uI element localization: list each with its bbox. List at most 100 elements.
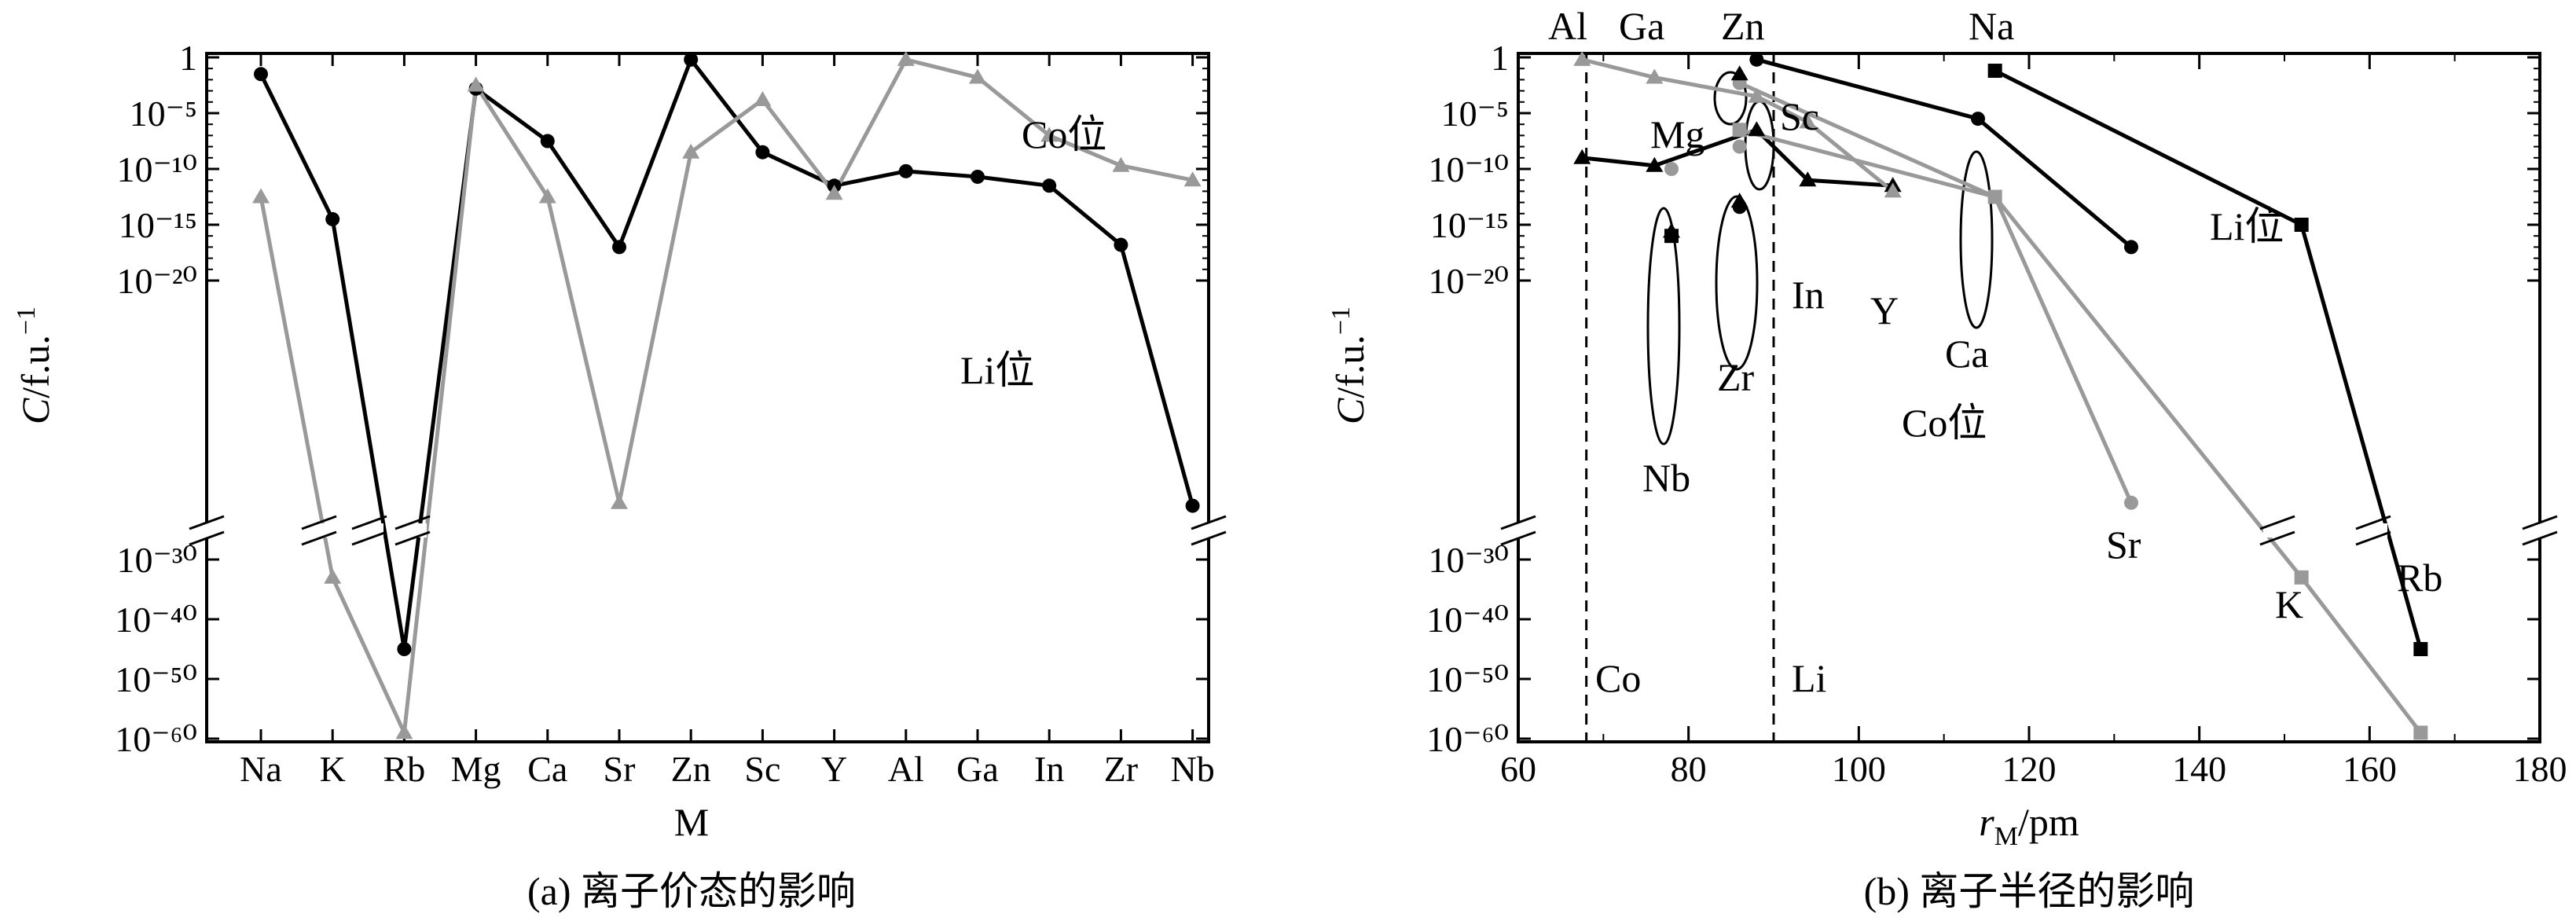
- panel-b-isolated-point-0: [1664, 162, 1679, 176]
- panel-b-point-1-2: [2124, 240, 2138, 255]
- panel-b-break-k-slash-2: [2259, 530, 2295, 546]
- panel-b-point-5-2: [2294, 570, 2309, 585]
- panel-a-point-0-In: [1042, 178, 1057, 193]
- panel-a-series-lines: [259, 57, 1195, 735]
- panel-b-isolated-point-6: [1730, 65, 1749, 81]
- panel-b-isolated-point-1: [1732, 139, 1747, 154]
- panel-a-point-0-Ga: [971, 169, 985, 184]
- panel-a-point-0-Ca: [540, 134, 555, 149]
- ellipse-zr: [1715, 195, 1759, 371]
- panel-b-break-left-slash-2: [1500, 530, 1536, 546]
- panel-b-point-5-1: [1987, 189, 2002, 204]
- panel-a-label-li-series: Li位: [960, 348, 1034, 392]
- panel-a-ytick-label: 10⁻⁵⁰: [115, 659, 197, 699]
- panel-a-point-1-Na: [252, 188, 270, 204]
- panel-b-xtick-label: 100: [1832, 749, 1886, 789]
- panel-a-point-0-Zn: [684, 52, 699, 67]
- panel-a-point-1-Nb: [1183, 171, 1202, 187]
- panel-a-break-rb-b-slash-2: [394, 530, 431, 546]
- panel-b-ytick-label: 10⁻³⁰: [1428, 540, 1509, 580]
- panel-b-isolated-point-5: [1730, 193, 1749, 208]
- point-label-zn: Zn: [1721, 4, 1765, 48]
- panel-b-ytick-label: 10⁻⁵: [1441, 94, 1509, 134]
- panel-b-ytick-label: 10⁻¹⁰: [1428, 149, 1509, 189]
- panel-b-point-1-1: [1971, 112, 1985, 127]
- panel-a-x-axis-label: M: [674, 800, 709, 844]
- panel-b-point-3-1: [1646, 68, 1664, 84]
- point-label-al: Al: [1548, 4, 1587, 48]
- panel-a-point-1-Zr: [1112, 156, 1130, 172]
- panel-b-point-3-0: [1573, 50, 1591, 66]
- panel-a-ytick-label: 10⁻⁶⁰: [115, 719, 197, 759]
- panel-a-break-right-gap: [1194, 523, 1223, 538]
- panel-b-break-right-gap: [2526, 523, 2554, 538]
- panel-a-point-1-Ga: [969, 68, 986, 84]
- panel-a-ticks: [207, 53, 1209, 742]
- panel-a-point-1-Ca: [538, 188, 556, 204]
- panel-b-isolated-point-3: [1663, 222, 1680, 238]
- panel-a-point-0-Na: [254, 67, 268, 82]
- panel-a-xtick-label: Y: [821, 749, 847, 789]
- panel-a-xtick-label: Nb: [1170, 749, 1214, 789]
- point-label-sr: Sr: [2106, 523, 2141, 567]
- panel-a-xtick-label: Zr: [1104, 749, 1138, 789]
- panel-a-xtick-label: Al: [888, 749, 924, 789]
- panel-b-break-rb-gap: [2359, 523, 2387, 538]
- panel-a-break-rb-b-gap: [398, 523, 427, 538]
- point-label-k: K: [2275, 582, 2303, 626]
- panel-a-label-co-series: Co位: [1022, 112, 1106, 156]
- panel-a-break-k-gap: [305, 523, 333, 538]
- panel-b-point-2-1: [2294, 218, 2309, 232]
- panel-b-label-li-series: Li位: [2210, 204, 2284, 248]
- panel-a-point-1-Zn: [682, 143, 700, 159]
- point-label-y: Y: [1870, 288, 1899, 332]
- panel-a-break-right-slash-1: [1191, 515, 1227, 530]
- panel-a-x-tick-labels: Na K Rb Mg Ca Sr Zn Sc Y Al Ga In Zr Nb: [240, 749, 1215, 789]
- panel-a-break-k-slash-1: [301, 515, 337, 530]
- panel-b-xtick-label: 120: [2002, 749, 2057, 789]
- panel-a-ytick-label: 1: [179, 38, 197, 78]
- panel-a-point-0-Nb: [1185, 498, 1200, 513]
- panel-b-point-2-0: [1987, 64, 2002, 79]
- ellipse-ca: [1959, 150, 1994, 329]
- panel-a-xtick-label: In: [1034, 749, 1064, 789]
- panel-b-reference-lines: [1585, 53, 1775, 742]
- panel-b-markers: [1573, 50, 2428, 740]
- panel-b-break-right-slash-1: [2522, 515, 2558, 530]
- panel-b-break-rb-slash-1: [2355, 515, 2391, 530]
- panel-b-ticks: [1517, 53, 2541, 742]
- panel-a-break-k-slash-2: [301, 530, 337, 546]
- panel-a-xtick-label: Rb: [383, 749, 426, 789]
- panel-b-y-tick-labels: 1 10⁻⁵ 10⁻¹⁰ 10⁻¹⁵ 10⁻²⁰ 10⁻³⁰ 10⁻⁴⁰ 10⁻⁵⁰ 10⁻⁶⁰: [1426, 38, 1509, 759]
- panel-a-chart: 1 10⁻⁵ 10⁻¹⁰ 10⁻¹⁵ 10⁻²⁰ 10⁻³⁰ 10⁻⁴⁰ 10⁻⁵⁰ 10⁻⁶⁰…: [12, 38, 1227, 913]
- panel-b-ytick-label: 10⁻⁶⁰: [1426, 719, 1509, 759]
- panel-a-y-axis-label: C/f.u.−1: [12, 306, 57, 424]
- panel-a-xtick-label: Sc: [744, 749, 780, 789]
- panel-b-point-3-3: [1799, 113, 1817, 129]
- panel-a-xtick-label: Zn: [671, 749, 711, 789]
- panel-b-chart: 1 10⁻⁵ 10⁻¹⁰ 10⁻¹⁵ 10⁻²⁰ 10⁻³⁰ 10⁻⁴⁰ 10⁻⁵⁰ 10⁻⁶⁰…: [1327, 4, 2567, 913]
- panel-a-break-left-slash-2: [189, 530, 225, 546]
- panel-b-break-left-slash-1: [1500, 515, 1536, 530]
- panel-b-break-left-gap: [1504, 523, 1532, 538]
- panel-a-break-rb-b-slash-1: [394, 515, 431, 530]
- panel-b-x-axis-label: rM/pm: [1979, 800, 2079, 851]
- panel-b-point-5-3: [2413, 725, 2428, 740]
- panel-b-break-right-slash-2: [2522, 530, 2558, 546]
- point-label-sc: Sc: [1780, 94, 1819, 138]
- panel-a-plot-frame: [205, 52, 1210, 743]
- panel-b-caption: (b) 离子半径的影响: [1864, 869, 2195, 913]
- panel-a-y-tick-labels: 1 10⁻⁵ 10⁻¹⁰ 10⁻¹⁵ 10⁻²⁰ 10⁻³⁰ 10⁻⁴⁰ 10⁻⁵⁰ 10⁻⁶⁰: [115, 38, 197, 759]
- panel-b-point-3-4: [1884, 182, 1902, 198]
- panel-a-point-0-Rb: [397, 642, 412, 656]
- panel-a-point-0-Zr: [1114, 237, 1128, 252]
- panel-b-point-5-0: [1732, 123, 1747, 138]
- panel-b-point-3-2: [1748, 87, 1766, 103]
- panel-a-point-1-K: [324, 568, 342, 584]
- point-label-mg: Mg: [1650, 112, 1704, 156]
- panel-a-point-1-Rb: [395, 724, 413, 739]
- panel-b-x-tick-labels: 60 80 100 120 140 160 180: [1500, 749, 2567, 789]
- panel-a-markers: [252, 50, 1202, 739]
- panel-b-axis-breaks: [1500, 515, 2558, 546]
- panel-a-point-0-Sc: [755, 145, 770, 160]
